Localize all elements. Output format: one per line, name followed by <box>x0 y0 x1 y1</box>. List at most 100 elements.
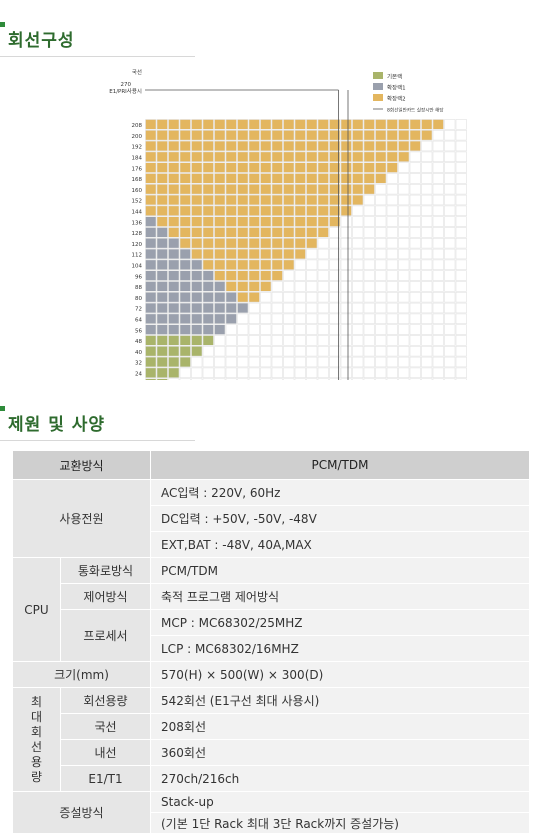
grid-cell <box>260 259 272 270</box>
grid-cell <box>271 151 283 163</box>
grid-cell <box>191 335 203 346</box>
grid-cell <box>340 162 352 173</box>
grid-cell <box>363 216 375 227</box>
grid-cell <box>352 345 364 357</box>
grid-cell <box>191 162 203 173</box>
grid-cell <box>179 205 191 216</box>
grid-cell <box>145 292 157 303</box>
grid-cell <box>237 173 249 184</box>
grid-cell <box>283 216 295 227</box>
grid-cell <box>386 270 398 281</box>
grid-cell <box>455 248 467 260</box>
grid-cell <box>260 281 272 292</box>
grid-cell <box>294 162 306 173</box>
grid-cell <box>168 335 180 346</box>
grid-cell <box>455 356 467 368</box>
grid-cell <box>386 324 398 335</box>
grid-cell <box>306 227 318 238</box>
grid-cell <box>421 259 433 270</box>
grid-cell <box>444 216 456 227</box>
grid-cell <box>432 292 444 303</box>
grid-cell <box>294 270 306 281</box>
y-tick-label: 192 <box>132 145 143 151</box>
grid-cell <box>156 140 168 152</box>
grid-cell <box>271 119 283 130</box>
grid-cell <box>237 130 249 141</box>
grid-cell <box>421 194 433 206</box>
power-value: EXT,BAT : -48V, 40A,MAX <box>150 531 530 558</box>
grid-cell <box>375 270 387 281</box>
grid-cell <box>386 205 398 216</box>
legend-swatch <box>373 94 383 101</box>
grid-cell <box>202 313 214 324</box>
grid-cell <box>294 130 306 141</box>
grid-cell <box>329 151 341 163</box>
grid-cell <box>294 151 306 163</box>
grid-cell <box>156 130 168 141</box>
grid-cell <box>156 248 168 260</box>
grid-cell <box>294 205 306 216</box>
grid-cell <box>271 248 283 260</box>
table-row: 제어방식 축적 프로그램 제어방식 <box>13 583 530 610</box>
power-value: DC입력 : +50V, -50V, -48V <box>150 505 530 532</box>
grid-cell <box>352 238 364 249</box>
grid-cell <box>248 227 260 238</box>
grid-cell <box>248 119 260 130</box>
grid-cell <box>202 248 214 260</box>
grid-cell <box>375 378 387 389</box>
grid-cell <box>156 205 168 216</box>
grid-cell <box>145 270 157 281</box>
grid-cell <box>225 313 237 324</box>
grid-cell <box>271 238 283 249</box>
grid-cell <box>455 292 467 303</box>
y-tick-label: 120 <box>132 242 143 248</box>
grid-cell <box>375 216 387 227</box>
grid-cell <box>168 356 180 368</box>
grid-cell <box>432 367 444 378</box>
grid-cell <box>237 378 249 389</box>
grid-cell <box>398 162 410 173</box>
grid-cell <box>156 238 168 249</box>
grid-cell <box>179 356 191 368</box>
y-tick-label: 88 <box>135 285 142 291</box>
grid-cell <box>156 335 168 346</box>
grid-cell <box>421 184 433 195</box>
grid-cell <box>306 259 318 270</box>
grid-cell <box>352 184 364 195</box>
grid-cell <box>398 259 410 270</box>
grid-cell <box>363 281 375 292</box>
grid-cell <box>283 194 295 206</box>
grid-cell <box>248 184 260 195</box>
grid-cell <box>225 140 237 152</box>
grid-cell <box>398 119 410 130</box>
grid-cell <box>329 270 341 281</box>
grid-cell <box>340 173 352 184</box>
max-label-char: 최 <box>30 694 43 709</box>
grid-cell <box>398 281 410 292</box>
grid-cell <box>398 302 410 314</box>
legend-label: 확장랙2 <box>387 95 406 103</box>
grid-cell <box>283 162 295 173</box>
grid-cell <box>260 248 272 260</box>
grid-cell <box>271 130 283 141</box>
grid-cell <box>271 313 283 324</box>
grid-cell <box>421 302 433 314</box>
grid-cell <box>168 292 180 303</box>
grid-cell <box>260 270 272 281</box>
grid-cell <box>444 227 456 238</box>
grid-cell <box>248 248 260 260</box>
circuit-chart: 208 200 192 184 176 168 160 152 144 136 128 120 112 1… <box>89 62 502 422</box>
grid-cell <box>409 162 421 173</box>
grid-cell <box>455 302 467 314</box>
grid-cell <box>237 151 249 163</box>
grid-cell <box>225 205 237 216</box>
max-sub-label: 국선 <box>60 713 151 740</box>
grid-cell <box>444 162 456 173</box>
grid-cell <box>214 184 226 195</box>
grid-cell <box>248 345 260 357</box>
grid-cell <box>363 335 375 346</box>
grid-cell <box>202 238 214 249</box>
expand-value: Stack-up <box>150 791 530 813</box>
grid-cell <box>306 281 318 292</box>
grid-cell <box>179 292 191 303</box>
